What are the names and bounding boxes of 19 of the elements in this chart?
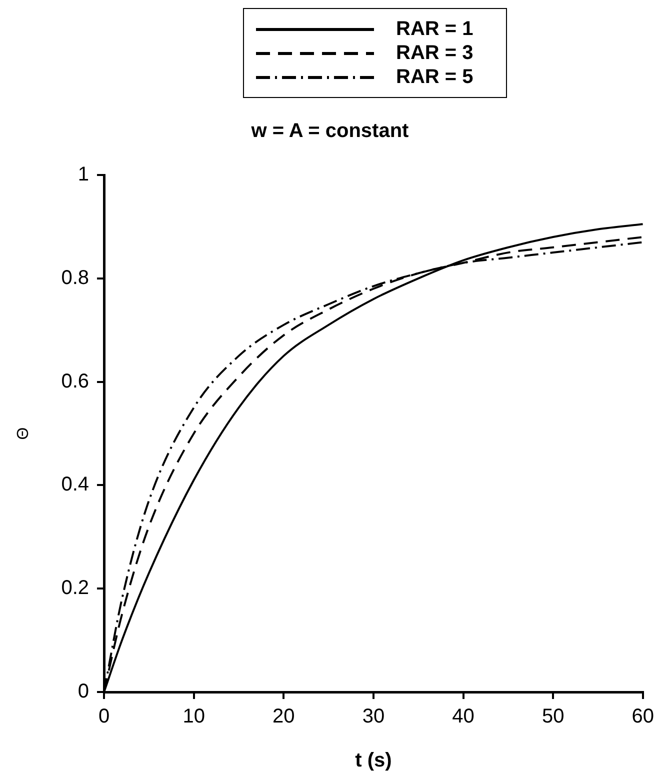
y-tick-label: 1 bbox=[78, 164, 90, 186]
x-tick-label: 60 bbox=[632, 706, 654, 728]
x-tick-label: 50 bbox=[542, 706, 564, 728]
legend-label: RAR = 1 bbox=[396, 18, 474, 40]
x-axis-title: t (s) bbox=[355, 750, 392, 772]
y-tick-label: 0.8 bbox=[61, 266, 90, 289]
y-axis-title: Θ bbox=[15, 427, 32, 440]
x-tick-label: 0 bbox=[98, 706, 110, 728]
y-tick-label: 0 bbox=[78, 680, 90, 703]
x-tick-label: 40 bbox=[452, 706, 474, 728]
chart-title: w = A = constant bbox=[250, 120, 410, 143]
y-tick-label: 0.2 bbox=[61, 577, 90, 600]
legend-label: RAR = 3 bbox=[396, 42, 474, 64]
legend-label: RAR = 5 bbox=[396, 66, 474, 88]
x-tick-label: 20 bbox=[272, 706, 295, 728]
y-tick-label: 0.6 bbox=[61, 370, 90, 392]
x-tick-label: 10 bbox=[182, 706, 205, 728]
x-tick-label: 30 bbox=[362, 706, 385, 728]
y-tick-label: 0.4 bbox=[61, 474, 90, 496]
